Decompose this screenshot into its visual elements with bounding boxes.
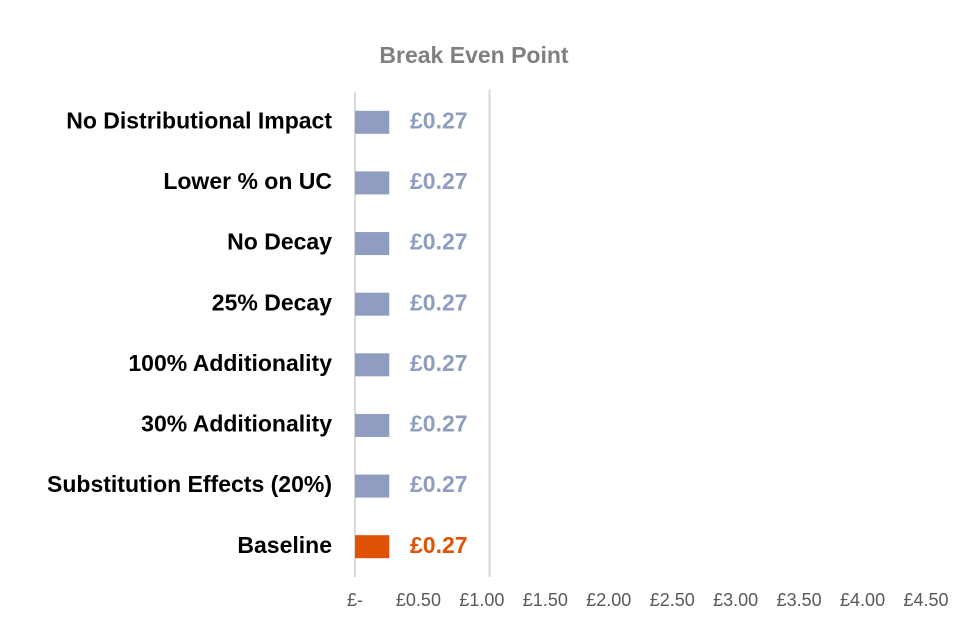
value-label: £0.27 [410,289,468,315]
value-label: £0.27 [410,471,468,497]
bar [355,413,390,437]
category-label: 100% Additionality [128,350,332,376]
x-tick-label: £- [347,590,363,610]
x-tick-label: £4.50 [903,590,948,610]
x-tick-label: £3.50 [777,590,822,610]
x-tick-label: £1.00 [459,590,504,610]
value-label: £0.27 [410,350,468,376]
category-label: Substitution Effects (20%) [47,471,332,497]
value-label: £0.27 [410,411,468,437]
bar [355,292,390,316]
bar [355,171,390,195]
value-label: £0.27 [410,107,468,133]
bar [355,353,390,377]
x-tick-label: £3.00 [713,590,758,610]
value-label: £0.27 [410,532,468,558]
x-tick-label: £2.00 [586,590,631,610]
category-label: 25% Decay [212,289,332,315]
bar [355,474,390,498]
bar [355,232,390,256]
bar [355,535,390,559]
category-label: No Distributional Impact [66,107,332,133]
category-label: No Decay [227,229,332,255]
value-label: £0.27 [410,229,468,255]
x-tick-label: £2.50 [650,590,695,610]
x-tick-label: £0.50 [396,590,441,610]
category-label: Lower % on UC [163,168,332,194]
x-tick-label: £1.50 [523,590,568,610]
category-label: Baseline [237,532,332,558]
category-label: 30% Additionality [141,411,332,437]
bar [355,110,390,134]
value-label: £0.27 [410,168,468,194]
chart-title: Break Even Point [379,42,569,68]
x-tick-label: £4.00 [840,590,885,610]
